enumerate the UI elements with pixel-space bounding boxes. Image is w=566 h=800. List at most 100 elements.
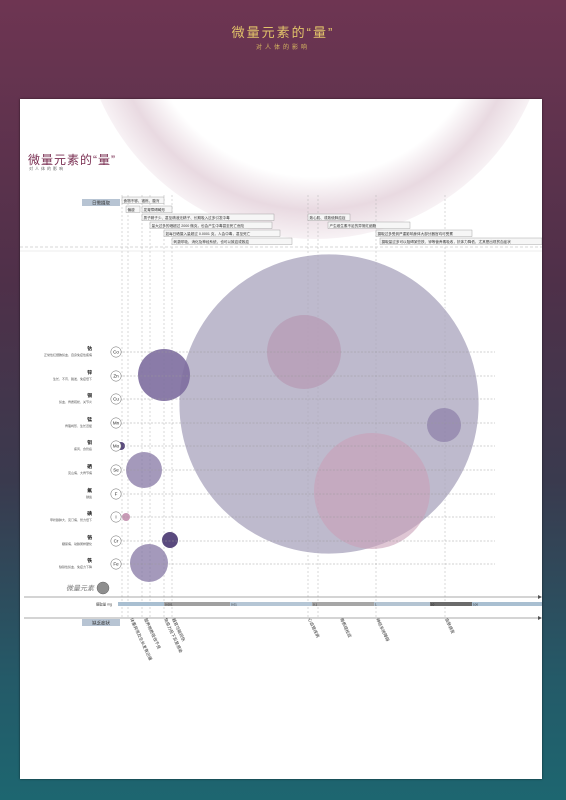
intake-axis: 摄取量 mg 0.001 0.01 0.1 1 10 100 缺乏症状: [24, 595, 542, 627]
element-badge: [110, 464, 122, 476]
annotation-text: 偏瘦: [128, 207, 136, 212]
bubble-iodine: [122, 513, 130, 521]
element-row-mo: Mo 钼痛风、食管癌: [74, 439, 495, 452]
symptom-label: 神经系统障碍: [374, 617, 391, 643]
header-title: 微量元素的“量”: [231, 25, 335, 40]
axis-tick-label: 1: [375, 603, 377, 607]
annotation-box: [141, 213, 275, 221]
element-desc: 正常性红细胞贫血、自身免疫性疾病: [44, 352, 92, 357]
element-badge: [110, 417, 122, 429]
axis-segment: [312, 602, 374, 606]
legend-label: 微量元素: [66, 585, 95, 593]
annotation-text: 男子精子少、甚至精液无精子、长期吸入过多引发中毒: [144, 215, 231, 220]
element-name: 铬: [87, 534, 92, 541]
bubble-small-right: [427, 408, 461, 442]
element-name: 铁: [87, 557, 92, 564]
element-row-f: F 氟龋齿: [86, 487, 495, 500]
annotation-text: 刺激呼吸、消化及神经系统，也可以致癌或致癌: [174, 239, 250, 244]
annotation-box: [121, 196, 165, 204]
annotation-box: [171, 237, 293, 245]
element-symbol: Co: [113, 350, 119, 355]
axis-segment: [230, 602, 312, 606]
bottom-label-box: [82, 619, 120, 626]
element-name: 锰: [87, 416, 92, 423]
element-name: 钴: [87, 345, 92, 352]
annotation-box: [327, 221, 411, 229]
axis-tick-label: 0.1: [313, 603, 318, 607]
header-subtitle: 对人体的影响: [255, 45, 310, 51]
element-name: 碘: [87, 510, 92, 517]
bubble-zinc: [138, 349, 190, 401]
symptom-labels: 体重异常及生长发育迟缓营养物质吸收不良 免疫力低下反复感染器官功能损伤 心血管疾病骨…: [128, 617, 456, 662]
axis-segment: [430, 602, 472, 606]
poster-board: 微量元素的“量” 对人体的影响 日需摄取 食物不够、锻炼、腹泻偏瘦 发育障碍畸形男子…: [20, 99, 542, 779]
element-name: 钼: [87, 439, 92, 446]
symptom-label: 心血管疾病: [306, 617, 321, 639]
element-row-cu: Cu 铜贫血、骨质疏松、关节炎: [59, 392, 495, 405]
element-name: 硒: [86, 463, 92, 470]
annotation-box: [375, 229, 473, 237]
axis-segment: [164, 602, 230, 606]
bubble-iron: [130, 544, 168, 582]
element-row-zn: Zn 锌生长、不育、脱发、免疫低下: [53, 369, 495, 382]
axis-tick-label: 10: [431, 603, 435, 607]
poster-title: 微量元素的“量”: [28, 153, 116, 167]
axis-segment: [118, 602, 164, 606]
annotation-box: [125, 205, 141, 213]
annotation-box: [379, 237, 542, 245]
element-desc: 生长、不育、脱发、免疫低下: [53, 376, 92, 381]
axis-segment: [374, 602, 430, 606]
element-desc: 克山病、大骨节病: [68, 470, 92, 475]
element-symbol: Mn: [113, 421, 120, 426]
symptom-label: 皮肤病变: [443, 617, 456, 635]
element-badge: [110, 346, 122, 358]
annotation-box: [163, 229, 281, 237]
element-badge: [110, 393, 122, 405]
element-symbol: Fe: [113, 562, 119, 567]
element-desc: 糖尿病、动脉粥样硬化: [62, 541, 92, 546]
element-symbol: Zn: [113, 374, 119, 379]
top-label-box: [82, 199, 120, 206]
annotation-text: 致心肌、或致使肺癌症: [310, 215, 346, 220]
annotation-text: 发育障碍畸形: [144, 207, 166, 212]
bubble-chromium: [162, 532, 178, 548]
axis-segment: [472, 602, 542, 606]
annotation-text: 产生维生素不足的异常红细胞: [330, 223, 377, 228]
element-symbol: Cr: [114, 539, 119, 544]
element-name: 氟: [87, 487, 92, 494]
axis-label: 摄取量 mg: [96, 602, 112, 607]
element-desc: 甲状腺肿大、克汀病、智力低下: [50, 517, 92, 522]
element-badge: [110, 488, 122, 500]
element-symbol: F: [115, 492, 118, 497]
axis-tick-label: 0.01: [231, 603, 237, 607]
element-desc: 贫血、骨质疏松、关节炎: [59, 399, 92, 404]
element-name: 铜: [86, 392, 92, 399]
element-badge: [110, 535, 122, 547]
poster-subtitle: 对人体的影响: [29, 166, 65, 171]
annotation-box: [141, 205, 173, 213]
element-desc: 缺铁性贫血、免疫力下降: [59, 564, 92, 569]
element-bubbles: [117, 253, 480, 582]
element-desc: 骨骼畸形、生长迟缓: [65, 423, 92, 428]
element-symbol: Mo: [113, 444, 120, 449]
element-badge: [110, 511, 122, 523]
element-symbol: I: [115, 515, 116, 520]
top-label: 日需摄取: [92, 200, 110, 207]
bubble-pink-large: [314, 433, 430, 549]
annotation-text: 食物不够、锻炼、腹泻: [124, 198, 160, 203]
annotation-box: [307, 213, 351, 221]
axis-tick-label: 0.001: [165, 603, 173, 607]
element-name: 锌: [87, 369, 92, 376]
symptom-label: 骨质疏松症: [338, 617, 354, 640]
axis-arrow: [538, 595, 542, 599]
axis-tick-label: 100: [473, 603, 478, 607]
element-symbol: Cu: [113, 397, 119, 402]
